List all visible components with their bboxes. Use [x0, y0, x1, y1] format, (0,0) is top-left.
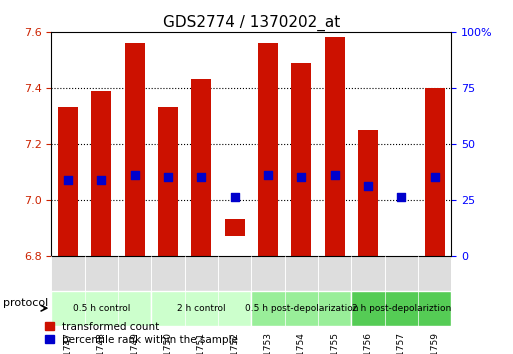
Bar [358, 130, 378, 256]
FancyBboxPatch shape [118, 256, 151, 292]
FancyBboxPatch shape [418, 256, 451, 292]
Legend: transformed count, percentile rank within the sample: transformed count, percentile rank withi… [41, 317, 242, 349]
Bar [325, 38, 345, 256]
Bar [191, 79, 211, 256]
Text: 2 h post-depolariztion: 2 h post-depolariztion [352, 304, 451, 313]
FancyBboxPatch shape [351, 291, 451, 326]
FancyBboxPatch shape [185, 256, 218, 292]
Point [330, 172, 339, 177]
Text: 2 h control: 2 h control [177, 304, 226, 313]
FancyBboxPatch shape [51, 291, 151, 326]
FancyBboxPatch shape [285, 256, 318, 292]
FancyBboxPatch shape [85, 256, 118, 292]
Point [297, 175, 305, 180]
FancyBboxPatch shape [318, 256, 351, 292]
Point [230, 194, 239, 200]
FancyBboxPatch shape [151, 256, 185, 292]
FancyBboxPatch shape [385, 256, 418, 292]
Point [364, 183, 372, 189]
Point [130, 172, 139, 177]
Point [397, 194, 405, 200]
Bar [91, 91, 111, 256]
Bar [125, 43, 145, 256]
FancyBboxPatch shape [218, 256, 251, 292]
Point [264, 172, 272, 177]
Point [430, 175, 439, 180]
Title: GDS2774 / 1370202_at: GDS2774 / 1370202_at [163, 14, 340, 30]
Point [197, 175, 205, 180]
Point [64, 177, 72, 183]
Bar [291, 63, 311, 256]
Text: 0.5 h control: 0.5 h control [73, 304, 130, 313]
FancyBboxPatch shape [251, 291, 351, 326]
Bar [58, 107, 78, 256]
Bar [425, 88, 445, 256]
FancyBboxPatch shape [251, 256, 285, 292]
Text: 0.5 h post-depolarization: 0.5 h post-depolarization [245, 304, 358, 313]
FancyBboxPatch shape [51, 256, 85, 292]
FancyBboxPatch shape [351, 256, 385, 292]
Bar [258, 43, 278, 256]
Text: protocol: protocol [3, 298, 48, 308]
Point [97, 177, 106, 183]
FancyBboxPatch shape [151, 291, 251, 326]
Bar [158, 107, 178, 256]
Bar [225, 219, 245, 236]
Point [164, 175, 172, 180]
